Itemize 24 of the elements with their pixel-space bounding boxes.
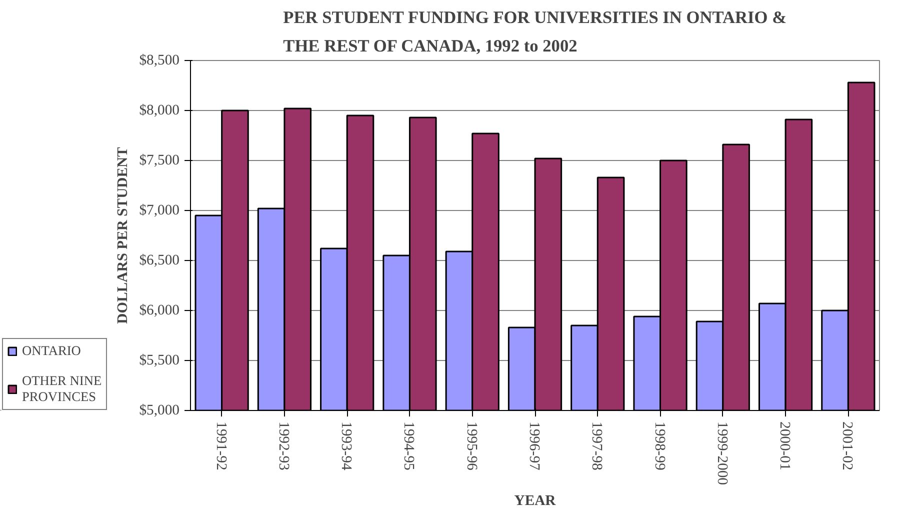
x-tick-label: 1995-96 bbox=[463, 422, 480, 470]
x-tick-label: 1993-94 bbox=[338, 422, 354, 472]
x-tick-label: 1999-2000 bbox=[714, 422, 730, 486]
y-tick-label: $8,000 bbox=[139, 102, 180, 118]
legend-label: OTHER NINE PROVINCES bbox=[22, 373, 102, 405]
x-tick-label: 1998-99 bbox=[651, 422, 668, 470]
x-tick-label: 1994-95 bbox=[400, 422, 417, 470]
x-tick-label: 1992-93 bbox=[275, 422, 292, 470]
y-tick-label: $6,500 bbox=[139, 252, 180, 268]
x-tick-label: 2000-01 bbox=[776, 422, 793, 470]
y-tick-label: $6,000 bbox=[139, 302, 180, 318]
y-axis-title: DOLLARS PER STUDENT bbox=[115, 146, 132, 324]
y-tick-label: $8,500 bbox=[139, 52, 180, 68]
x-tick-label: 2001-02 bbox=[839, 422, 856, 470]
x-tick-label: 1991-92 bbox=[212, 422, 229, 470]
x-tick-label: 1996-97 bbox=[526, 422, 542, 470]
legend-label: ONTARIO bbox=[22, 343, 81, 359]
y-tick-label: $5,500 bbox=[139, 352, 180, 368]
y-tick-label: $7,500 bbox=[139, 152, 180, 168]
chart-title: PER STUDENT FUNDING FOR UNIVERSITIES IN ONTARIO & THE REST OF CANADA, 1992 to 2002 bbox=[283, 8, 787, 56]
x-tick-label: 1997-98 bbox=[588, 422, 605, 470]
y-tick-label: $7,000 bbox=[139, 202, 180, 218]
x-axis-title: YEAR bbox=[514, 493, 556, 510]
y-tick-label: $5,000 bbox=[139, 402, 180, 418]
